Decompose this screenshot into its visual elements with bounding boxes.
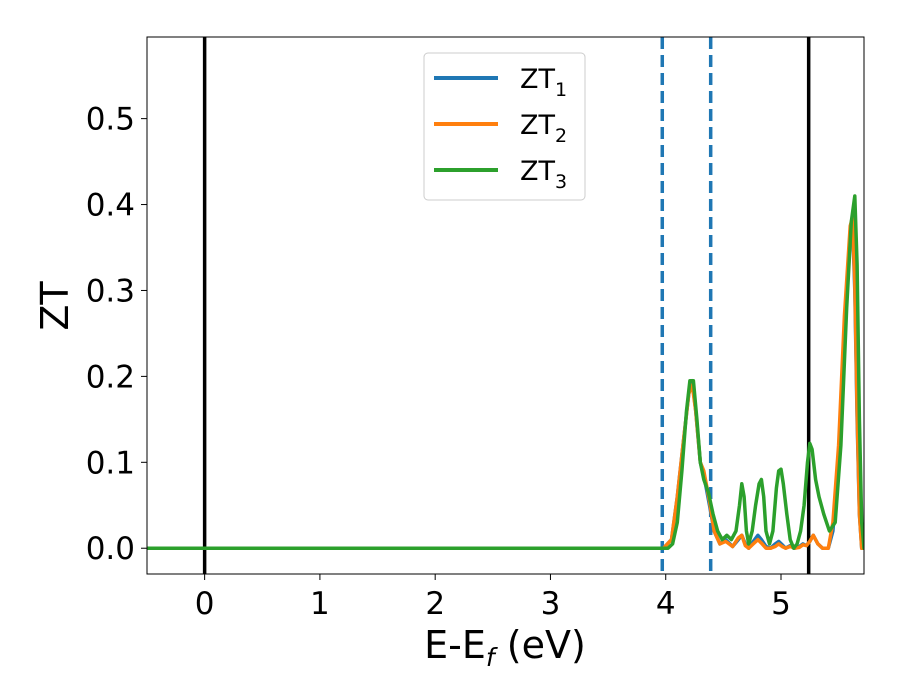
y-tick-label: 0.4 (86, 188, 135, 224)
legend-label-3: ZT3 (520, 156, 567, 193)
x-tick-label: 5 (771, 586, 791, 622)
vertical-lines (202, 37, 811, 574)
plot-frame (146, 36, 865, 575)
x-axis-title: E-Ef (eV) (424, 623, 586, 672)
y-tick-label: 0.5 (86, 102, 135, 138)
x-tick-label: 2 (425, 586, 445, 622)
x-tick-label: 1 (310, 586, 330, 622)
y-tick-label: 0.0 (86, 531, 135, 567)
legend-label-2: ZT2 (520, 110, 567, 147)
x-tick-label: 0 (195, 586, 215, 622)
y-axis-ticks: 0.0 0.1 0.2 0.3 0.4 0.5 (86, 102, 147, 567)
series-lines (147, 194, 864, 550)
y-tick-label: 0.2 (86, 359, 135, 395)
x-axis-ticks: 0 1 2 3 4 5 (195, 574, 791, 622)
y-axis-title: ZT (33, 281, 77, 331)
x-tick-label: 3 (541, 586, 561, 622)
series-line-3 (147, 194, 864, 550)
y-tick-label: 0.3 (86, 273, 135, 309)
legend-label-1: ZT1 (520, 64, 567, 101)
legend: ZT1 ZT2 ZT3 (423, 52, 586, 201)
y-tick-label: 0.1 (86, 445, 135, 481)
x-tick-label: 4 (656, 586, 676, 622)
legend-box (423, 52, 586, 201)
